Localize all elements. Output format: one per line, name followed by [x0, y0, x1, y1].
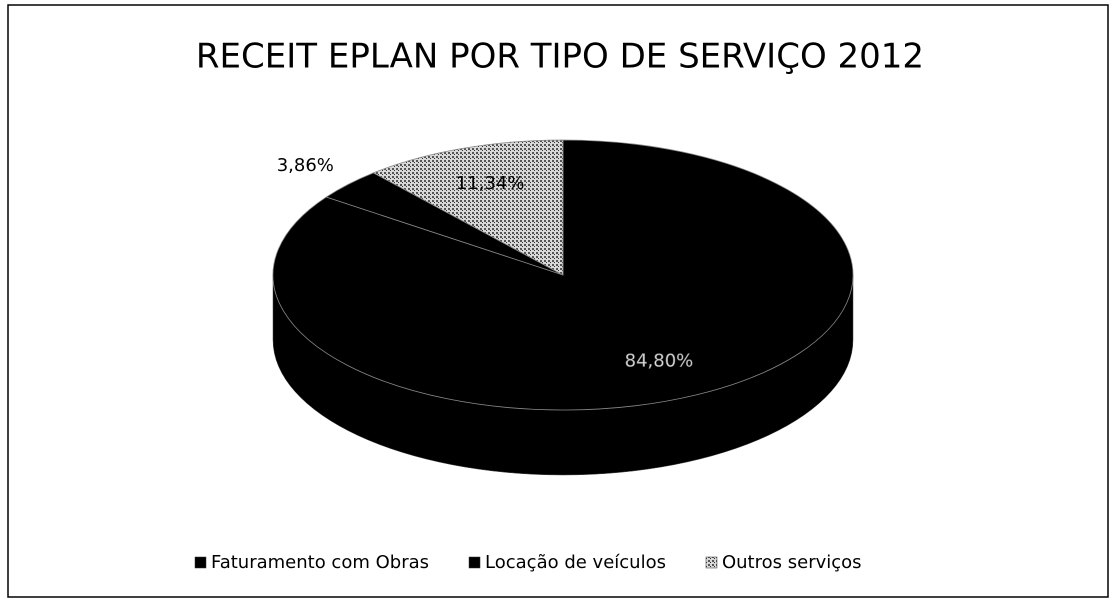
legend-label: Locação de veículos	[485, 552, 666, 573]
data-label: 11,34%	[456, 173, 525, 194]
legend-marker	[705, 556, 718, 569]
pie-slice	[372, 139, 564, 276]
legend-marker	[194, 556, 207, 569]
legend-label: Faturamento com Obras	[211, 552, 429, 573]
data-label: 84,80%	[625, 350, 694, 371]
data-label: 3,86%	[277, 155, 334, 176]
chart-title: RECEIT EPLAN POR TIPO DE SERVIÇO 2012	[196, 37, 924, 77]
legend-marker	[468, 556, 481, 569]
legend-label: Outros serviços	[722, 552, 862, 573]
